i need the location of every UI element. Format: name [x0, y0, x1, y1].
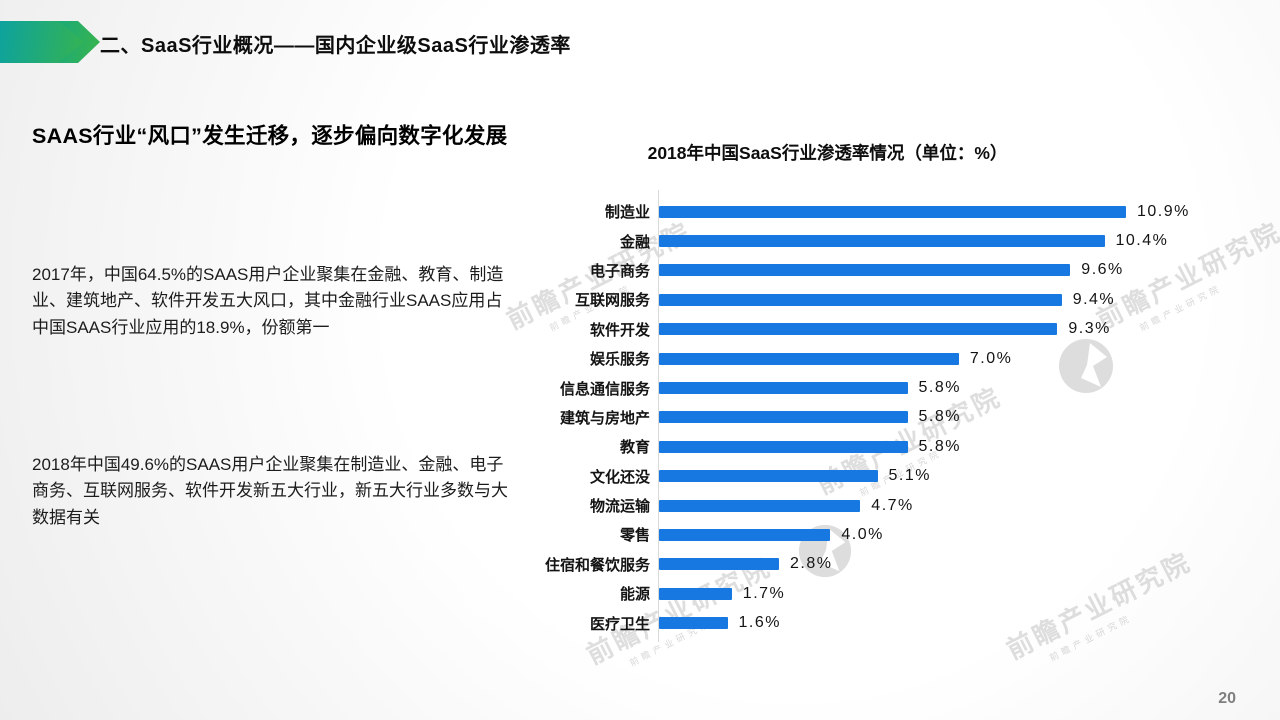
bar [659, 470, 878, 483]
chart-row: 医疗卫生 1.6% [535, 608, 1235, 637]
value-label: 4.0% [841, 525, 884, 543]
chart-row: 能源 1.7% [535, 579, 1235, 608]
value-label: 5.1% [888, 467, 931, 485]
bar [659, 205, 1126, 218]
bar [659, 499, 861, 512]
category-label: 电子商务 [589, 262, 650, 280]
value-label: 9.4% [1072, 290, 1116, 308]
value-label: 5.8% [918, 408, 961, 426]
bar [659, 411, 908, 424]
chart-axis-line [658, 190, 659, 642]
chart-row: 软件开发 9.3% [535, 315, 1235, 344]
chart-rows: 制造业 10.9% 金融 10.4% 电子商务 9.6% 互联网服务 9.4% 软件开发 9.3%… [535, 197, 1235, 638]
category-label: 金融 [619, 233, 650, 251]
chart-row: 娱乐服务 7.0% [535, 344, 1235, 373]
category-label: 医疗卫生 [589, 615, 650, 633]
category-label: 建筑与房地产 [559, 409, 650, 427]
bar [659, 587, 732, 600]
value-label: 1.7% [742, 584, 786, 602]
bar [659, 382, 908, 395]
category-label: 教育 [619, 439, 650, 457]
category-label: 互联网服务 [574, 292, 650, 310]
value-label: 10.9% [1137, 202, 1190, 220]
chart-row: 建筑与房地产 5.8% [535, 403, 1235, 432]
value-label: 5.8% [918, 379, 961, 397]
value-label: 4.7% [871, 496, 914, 514]
category-label: 零售 [619, 527, 650, 545]
bar [659, 293, 1062, 306]
chart-row: 物流运输 4.7% [535, 491, 1235, 520]
header-arrow-icon [0, 21, 105, 63]
chart-row: 文化还没 5.1% [535, 462, 1235, 491]
chart-row: 教育 5.8% [535, 432, 1235, 461]
chart-row: 信息通信服务 5.8% [535, 373, 1235, 402]
bar [659, 323, 1058, 336]
chart-row: 金融 10.4% [535, 226, 1235, 255]
category-label: 制造业 [604, 204, 650, 222]
category-label: 娱乐服务 [589, 351, 650, 369]
value-label: 10.4% [1115, 232, 1169, 250]
bar [659, 352, 959, 365]
bar [659, 558, 779, 571]
category-label: 物流运输 [589, 498, 650, 516]
category-label: 能源 [619, 586, 650, 604]
body-paragraph-2017: 2017年，中国64.5%的SAAS用户企业聚集在金融、教育、制造业、建筑地产、… [32, 265, 504, 337]
value-label: 9.3% [1068, 320, 1111, 338]
bar [659, 264, 1071, 277]
chart-title: 2018年中国SaaS行业渗透率情况（单位：%） [647, 143, 1008, 163]
chart-row: 电子商务 9.6% [535, 256, 1235, 285]
category-label: 信息通信服务 [559, 380, 650, 398]
body-paragraph-2018: 2018年中国49.6%的SAAS用户企业聚集在制造业、金融、电子商务、互联网服… [32, 455, 508, 527]
chart-row: 制造业 10.9% [535, 197, 1235, 226]
bar [659, 617, 728, 630]
value-label: 5.8% [918, 437, 961, 455]
value-label: 2.8% [790, 555, 833, 573]
page-number: 20 [1218, 690, 1236, 707]
value-label: 1.6% [738, 614, 781, 632]
value-label: 9.6% [1081, 261, 1124, 279]
bar [659, 235, 1105, 248]
chart-row: 零售 4.0% [535, 520, 1235, 549]
bar [659, 528, 831, 541]
category-label: 住宿和餐饮服务 [544, 556, 650, 574]
section-heading: SAAS行业“风口”发生迁移，逐步偏向数字化发展 [32, 124, 508, 148]
category-label: 文化还没 [589, 468, 650, 486]
value-label: 7.0% [969, 349, 1013, 367]
chart-row: 住宿和餐饮服务 2.8% [535, 550, 1235, 579]
chart-row: 互联网服务 9.4% [535, 285, 1235, 314]
header-title: 二、SaaS行业概况——国内企业级SaaS行业渗透率 [100, 35, 571, 57]
category-label: 软件开发 [589, 321, 650, 339]
bar [659, 440, 908, 453]
